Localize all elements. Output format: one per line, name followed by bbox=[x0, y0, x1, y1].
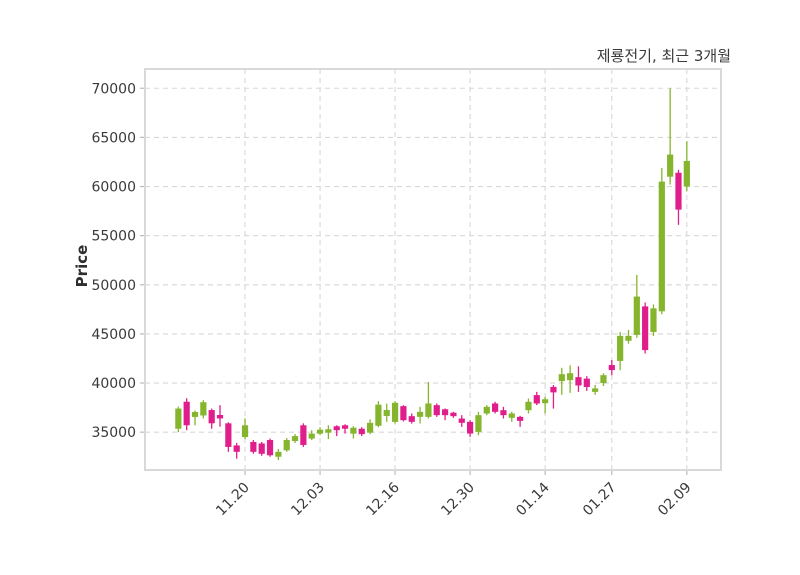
y-tick-label: 45000 bbox=[91, 327, 136, 343]
y-tick-label: 65000 bbox=[91, 130, 136, 146]
candle-body-down bbox=[358, 428, 365, 435]
candle-body-up bbox=[275, 451, 282, 457]
candle-body-down bbox=[575, 377, 582, 386]
x-tick-label: 11.20 bbox=[213, 480, 253, 520]
candle-body-up bbox=[558, 374, 565, 382]
y-tick-label: 40000 bbox=[91, 376, 136, 392]
candle-body-up bbox=[425, 403, 432, 417]
candle-body-up bbox=[625, 335, 632, 341]
candle-body-down bbox=[333, 426, 340, 431]
candle-body-up bbox=[191, 412, 199, 417]
x-tick-label: 12.16 bbox=[363, 479, 403, 519]
candle-body-up bbox=[200, 402, 207, 416]
candle-body-up bbox=[316, 429, 324, 434]
candle-body-up bbox=[508, 413, 515, 418]
x-tick-label: 02.09 bbox=[655, 480, 695, 520]
candle-body-down bbox=[408, 416, 415, 422]
candle-body-up bbox=[375, 404, 382, 426]
candle-body-up bbox=[683, 160, 690, 187]
candle-body-down bbox=[233, 445, 240, 452]
candle-body-up bbox=[542, 399, 549, 404]
candle-body-down bbox=[500, 410, 507, 416]
y-tick-label: 55000 bbox=[91, 229, 136, 245]
candle-body-up bbox=[366, 422, 374, 433]
candle-body-up bbox=[391, 402, 399, 422]
candle-body-up bbox=[283, 440, 290, 451]
plot-background bbox=[145, 69, 721, 470]
candle-body-up bbox=[483, 406, 490, 414]
candle-body-down bbox=[258, 443, 265, 454]
candle-body-down bbox=[583, 378, 590, 387]
y-tick-label: 60000 bbox=[91, 180, 136, 196]
y-axis-title: Price bbox=[73, 244, 91, 288]
candle-body-up bbox=[241, 425, 249, 438]
candle-body-up bbox=[617, 335, 624, 361]
candle-body-up bbox=[592, 388, 599, 392]
x-tick-label: 01.27 bbox=[580, 480, 620, 520]
candle-body-down bbox=[466, 421, 474, 434]
candle-body-up bbox=[350, 427, 357, 434]
candle-body-up bbox=[291, 436, 299, 442]
candle-body-down bbox=[250, 441, 257, 452]
candle-body-down bbox=[441, 409, 449, 416]
candle-body-down bbox=[225, 423, 232, 447]
candle-body-down bbox=[533, 395, 540, 404]
y-tick-label: 70000 bbox=[91, 81, 136, 97]
candle-body-up bbox=[325, 429, 332, 433]
candle-body-down bbox=[675, 172, 682, 210]
plot-border bbox=[144, 68, 722, 471]
candle-body-down bbox=[550, 386, 557, 393]
candle-body-down bbox=[300, 425, 307, 445]
candle-body-down bbox=[517, 416, 524, 421]
candle-body-down bbox=[400, 406, 407, 421]
candle-body-up bbox=[175, 408, 182, 429]
candle-body-up bbox=[308, 433, 315, 439]
candle-body-up bbox=[650, 308, 657, 332]
y-tick-label: 50000 bbox=[91, 278, 136, 294]
candle-body-up bbox=[525, 401, 532, 411]
candle-body-down bbox=[208, 410, 215, 424]
candle-body-up bbox=[475, 415, 482, 432]
y-tick-label: 35000 bbox=[91, 425, 136, 441]
candle-body-down bbox=[642, 306, 649, 351]
candle-body-up bbox=[600, 375, 607, 384]
candle-body-down bbox=[608, 365, 615, 371]
candle-body-down bbox=[433, 405, 440, 416]
candle-body-down bbox=[183, 401, 190, 426]
candle-body-up bbox=[567, 373, 574, 381]
candle-body-down bbox=[450, 412, 457, 417]
candle-body-down bbox=[216, 414, 224, 419]
x-tick-label: 12.30 bbox=[438, 480, 478, 520]
candle-body-up bbox=[658, 181, 665, 312]
candle-body-up bbox=[416, 411, 424, 417]
candle-body-down bbox=[341, 425, 349, 429]
candle-body-up bbox=[383, 410, 390, 416]
candle-body-up bbox=[667, 154, 674, 177]
x-tick-label: 01.14 bbox=[513, 479, 553, 519]
candle-body-down bbox=[492, 403, 499, 412]
candle-body-down bbox=[266, 440, 274, 456]
candle-body-down bbox=[458, 418, 465, 423]
candle-body-up bbox=[633, 296, 640, 335]
chart-title: 제룡전기, 최근 3개월 bbox=[596, 47, 731, 65]
x-tick-label: 12.03 bbox=[288, 480, 328, 520]
